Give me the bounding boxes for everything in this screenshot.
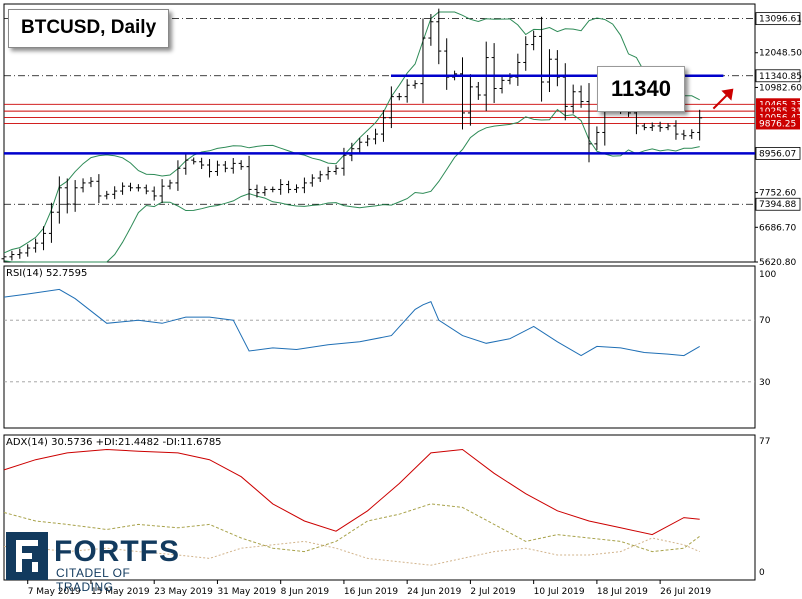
rsi-axis-tick: 30 — [759, 378, 771, 388]
price-axis-tick: 10982.60 — [759, 83, 802, 93]
price-marker-label: 13096.61 — [759, 15, 802, 25]
x-axis-tick: 18 Jul 2019 — [597, 587, 648, 597]
x-axis-tick: 7 May 2019 — [28, 587, 81, 597]
x-axis-tick: 15 May 2019 — [91, 587, 150, 597]
price-marker-box — [755, 12, 801, 26]
minus-di-line — [3, 537, 700, 566]
price-marker-label: 11340.85 — [759, 72, 802, 82]
fortfs-logo-name: FORTFS — [54, 535, 180, 568]
price-axis-tick: 12048.50 — [759, 49, 802, 59]
adx-panel-frame — [3, 434, 756, 581]
x-axis-tick: 24 Jun 2019 — [407, 587, 461, 597]
rsi-label: RSI(14) 52.7595 — [6, 268, 88, 279]
x-axis-tick: 31 May 2019 — [217, 587, 276, 597]
rsi-panel-frame — [3, 265, 756, 429]
price-axis-tick: 5620.80 — [759, 258, 796, 268]
price-axis-tick: 6686.70 — [759, 223, 796, 233]
price-marker-box — [756, 117, 800, 130]
chart-title: BTCUSD, Daily — [8, 9, 170, 48]
rsi-axis-tick: 70 — [759, 316, 771, 326]
adx-line — [3, 448, 700, 536]
plus-di-line — [3, 503, 701, 553]
rsi-axis-tick: 100 — [759, 270, 776, 280]
x-axis-tick: 10 Jul 2019 — [534, 587, 585, 597]
x-axis-tick: 23 May 2019 — [154, 587, 213, 597]
price-marker-box — [755, 197, 801, 211]
price-axis-tick: 7752.60 — [759, 189, 796, 199]
price-panel-frame — [3, 3, 756, 263]
adx-axis-tick: 77 — [759, 437, 770, 447]
price-marker-label: 7394.88 — [759, 200, 796, 210]
fortfs-logo-mark — [6, 532, 48, 580]
trend-arrow-head — [721, 88, 734, 101]
fortfs-logo-tagline: CITADEL OF TRADING — [56, 566, 131, 594]
x-axis-tick: 2 Jul 2019 — [470, 587, 515, 597]
target-price-callout: 11340 — [597, 66, 685, 112]
fortfs-logo: FORTFS CITADEL OF TRADING — [2, 532, 182, 594]
price-marker-box — [755, 147, 801, 160]
bollinger-upper-band — [3, 11, 700, 254]
adx-axis-tick: 0 — [759, 568, 765, 578]
x-axis-tick: 16 Jun 2019 — [344, 587, 398, 597]
x-axis-tick: 26 Jul 2019 — [660, 587, 711, 597]
bollinger-lower-band — [3, 108, 700, 263]
x-axis-tick: 8 Jun 2019 — [281, 587, 330, 597]
price-marker-label: 8956.07 — [759, 149, 796, 159]
rsi-line — [3, 288, 700, 357]
adx-label: ADX(14) 30.5736 +DI:21.4482 -DI:11.6785 — [6, 437, 222, 448]
price-marker-box — [755, 69, 801, 83]
price-marker-label: 9876.25 — [759, 119, 796, 129]
